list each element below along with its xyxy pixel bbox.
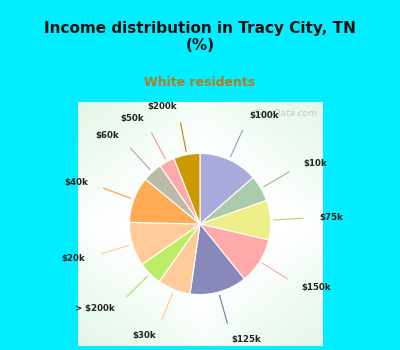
Text: White residents: White residents — [144, 76, 256, 89]
Wedge shape — [200, 201, 270, 240]
Wedge shape — [142, 224, 200, 282]
Wedge shape — [174, 153, 200, 224]
Wedge shape — [130, 222, 200, 264]
Text: $50k: $50k — [120, 114, 144, 123]
Wedge shape — [200, 224, 269, 279]
Text: $200k: $200k — [148, 102, 178, 111]
Text: $100k: $100k — [250, 111, 279, 120]
Text: $20k: $20k — [62, 254, 86, 263]
Text: $40k: $40k — [64, 178, 88, 187]
Wedge shape — [190, 224, 244, 295]
Text: City-Data.com: City-Data.com — [254, 109, 318, 118]
Wedge shape — [146, 166, 200, 224]
Wedge shape — [200, 177, 266, 224]
Text: $125k: $125k — [232, 335, 262, 344]
Text: $30k: $30k — [132, 331, 156, 340]
Text: $75k: $75k — [319, 213, 343, 222]
Text: Income distribution in Tracy City, TN
(%): Income distribution in Tracy City, TN (%… — [44, 21, 356, 54]
Wedge shape — [160, 159, 200, 224]
Text: $60k: $60k — [96, 131, 119, 140]
Text: $10k: $10k — [303, 159, 327, 168]
Wedge shape — [159, 224, 200, 294]
Text: > $200k: > $200k — [75, 304, 115, 313]
Text: $150k: $150k — [301, 283, 331, 292]
Wedge shape — [200, 153, 253, 224]
Wedge shape — [130, 179, 200, 224]
